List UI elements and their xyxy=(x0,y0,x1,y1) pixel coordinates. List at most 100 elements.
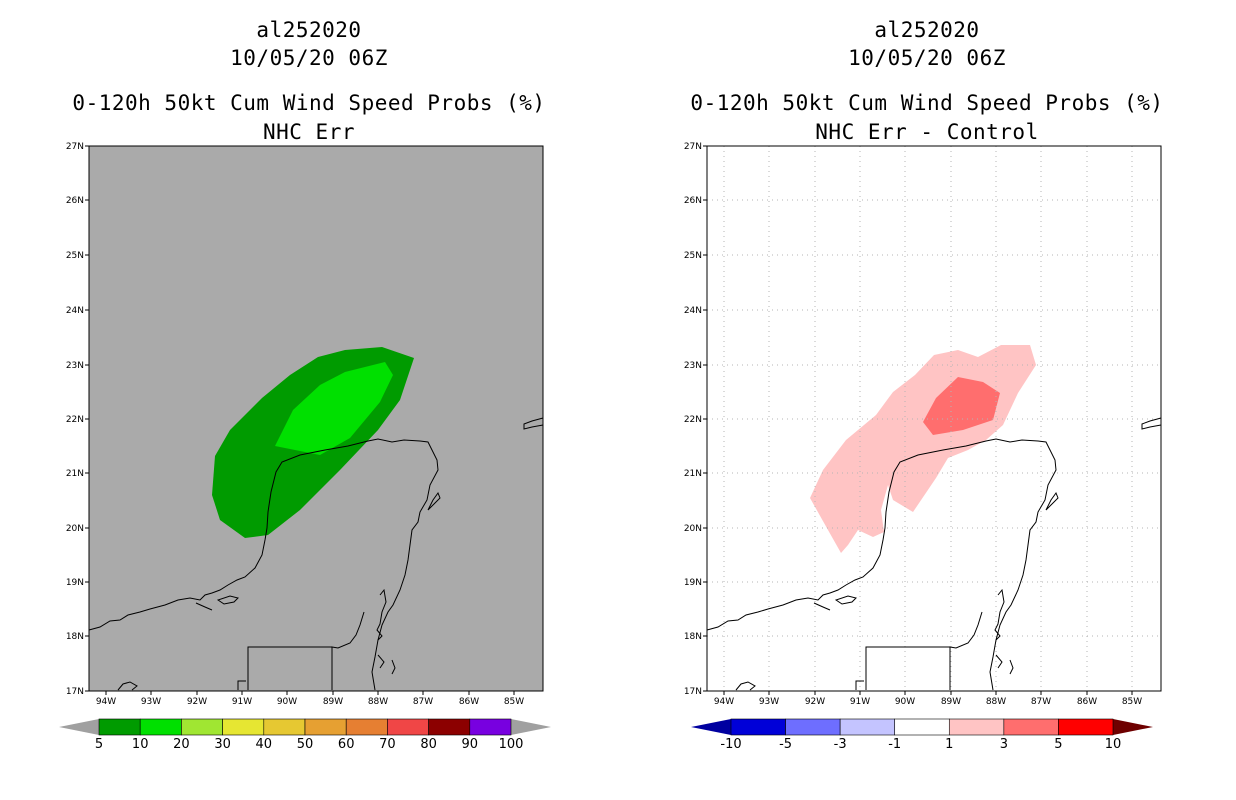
lat-tick-label: 25N xyxy=(66,251,84,261)
colorbar-swatch xyxy=(428,718,471,736)
coastlines xyxy=(706,417,1162,691)
left-panel: al252020 10/05/20 06Z 0-120h 50kt Cum Wi… xyxy=(59,18,551,752)
colorbar-label: 20 xyxy=(173,737,190,752)
contour-10-percent xyxy=(275,362,393,455)
panel-subtitle: NHC Err - Control xyxy=(815,120,1039,144)
panel-subtitle: NHC Err xyxy=(262,120,355,144)
lat-tick-label: 26N xyxy=(66,196,84,206)
colorbar-swatch xyxy=(948,718,1005,736)
lat-tick-label: 23N xyxy=(684,361,702,371)
colorbar-low-arrow xyxy=(691,719,731,735)
contour-plus-3 xyxy=(923,377,1000,435)
lat-tick-label: 20N xyxy=(66,524,84,534)
colorbar-low-arrow xyxy=(59,719,99,735)
colorbar-label: -1 xyxy=(888,737,901,752)
lon-tick-label: 86W xyxy=(459,697,479,707)
lon-tick-label: 88W xyxy=(368,697,388,707)
lat-tick-label: 27N xyxy=(66,142,84,152)
colorbar-swatch xyxy=(1003,718,1059,736)
lon-tick-label: 87W xyxy=(413,697,433,707)
product-title: 0-120h 50kt Cum Wind Speed Probs (%) xyxy=(72,91,546,115)
colorbar-label: 5 xyxy=(95,737,103,752)
colorbar-label: 1 xyxy=(945,737,953,752)
difference-map: 27N 26N 25N 24N 23N 22N 21N 20N 19N 18N 17N 94W 93W 9… xyxy=(684,142,1162,752)
colorbar-label: 60 xyxy=(338,737,355,752)
coastlines xyxy=(88,417,544,691)
datetime-title: 10/05/20 06Z xyxy=(848,46,1006,70)
datetime-title: 10/05/20 06Z xyxy=(230,46,388,70)
colorbar-swatch xyxy=(1058,718,1114,736)
storm-id-title: al252020 xyxy=(256,18,362,42)
lon-tick-label: 88W xyxy=(986,697,1006,707)
lat-tick-label: 20N xyxy=(684,524,702,534)
colorbar-swatch xyxy=(785,718,841,736)
colorbar-label: 80 xyxy=(420,737,437,752)
lat-tick-label: 24N xyxy=(66,306,84,316)
colorbar-swatch xyxy=(345,718,388,736)
lon-tick-label: 89W xyxy=(323,697,343,707)
colorbar-label: 100 xyxy=(499,737,524,752)
storm-id-title: al252020 xyxy=(874,18,980,42)
colorbar-swatch xyxy=(839,718,896,736)
lat-tick-label: 23N xyxy=(66,361,84,371)
lon-tick-label: 85W xyxy=(1122,697,1142,707)
lon-tick-label: 94W xyxy=(96,697,116,707)
lat-tick-label: 21N xyxy=(66,469,84,479)
colorbar-swatch xyxy=(894,718,950,736)
map-frame xyxy=(88,145,544,692)
lat-tick-label: 22N xyxy=(66,415,84,425)
lon-tick-label: 89W xyxy=(941,697,961,707)
colorbar-label: 90 xyxy=(462,737,479,752)
lon-tick-label: 94W xyxy=(714,697,734,707)
colorbar-label: 30 xyxy=(214,737,231,752)
colorbar-swatch xyxy=(263,718,306,736)
lon-tick-label: 87W xyxy=(1031,697,1051,707)
right-panel: al252020 10/05/20 06Z 0-120h 50kt Cum Wi… xyxy=(618,0,1236,800)
colorbar: 5 10 20 30 40 50 60 70 80 90 100 xyxy=(59,718,551,752)
colorbar-high-arrow xyxy=(1113,719,1153,735)
lat-tick-label: 18N xyxy=(66,632,84,642)
lat-tick-label: 24N xyxy=(684,306,702,316)
product-title: 0-120h 50kt Cum Wind Speed Probs (%) xyxy=(690,91,1164,115)
colorbar-swatch xyxy=(304,718,347,736)
lat-tick-label: 22N xyxy=(684,415,702,425)
colorbar-high-arrow xyxy=(511,719,551,735)
lat-tick-label: 19N xyxy=(66,578,84,588)
colorbar-swatch xyxy=(181,718,223,736)
grid-and-ticks: 27N 26N 25N 24N 23N 22N 21N 20N 19N 18N 17N 94W 93W 9… xyxy=(684,142,1161,707)
lat-tick-label: 26N xyxy=(684,196,702,206)
colorbar-label: 40 xyxy=(256,737,273,752)
colorbar-label: 10 xyxy=(1105,737,1122,752)
lon-tick-label: 85W xyxy=(504,697,524,707)
difference-contours xyxy=(810,345,1036,553)
lat-tick-label: 21N xyxy=(684,469,702,479)
lat-tick-label: 17N xyxy=(684,687,702,697)
colorbar-swatch xyxy=(387,718,429,736)
lon-tick-label: 90W xyxy=(277,697,297,707)
colorbar-label: 70 xyxy=(379,737,396,752)
colorbar-swatch xyxy=(98,718,141,736)
probability-contours xyxy=(212,347,414,538)
colorbar-label: -3 xyxy=(834,737,847,752)
colorbar-label: -5 xyxy=(779,737,792,752)
lat-tick-label: 27N xyxy=(684,142,702,152)
grid-and-ticks: 27N 26N 25N 24N 23N 22N 21N 20N 19N 18N 17N 94W 93W 9… xyxy=(66,142,524,707)
colorbar-swatch xyxy=(730,718,786,736)
map-frame xyxy=(706,145,1162,692)
lon-tick-label: 86W xyxy=(1077,697,1097,707)
lat-tick-label: 17N xyxy=(66,687,84,697)
lon-tick-label: 91W xyxy=(850,697,870,707)
lat-tick-label: 18N xyxy=(684,632,702,642)
lon-tick-label: 92W xyxy=(187,697,207,707)
colorbar-swatch xyxy=(222,718,265,736)
colorbar-swatch xyxy=(139,718,182,736)
colorbar: -10 -5 -3 -1 1 3 5 10 xyxy=(691,718,1153,752)
colorbar-label: -10 xyxy=(720,737,741,752)
colorbar-label: 50 xyxy=(297,737,314,752)
colorbar-label: 10 xyxy=(132,737,149,752)
lon-tick-label: 91W xyxy=(232,697,252,707)
lat-tick-label: 19N xyxy=(684,578,702,588)
colorbar-label: 5 xyxy=(1054,737,1062,752)
colorbar-swatch xyxy=(469,718,512,736)
lon-tick-label: 93W xyxy=(141,697,161,707)
